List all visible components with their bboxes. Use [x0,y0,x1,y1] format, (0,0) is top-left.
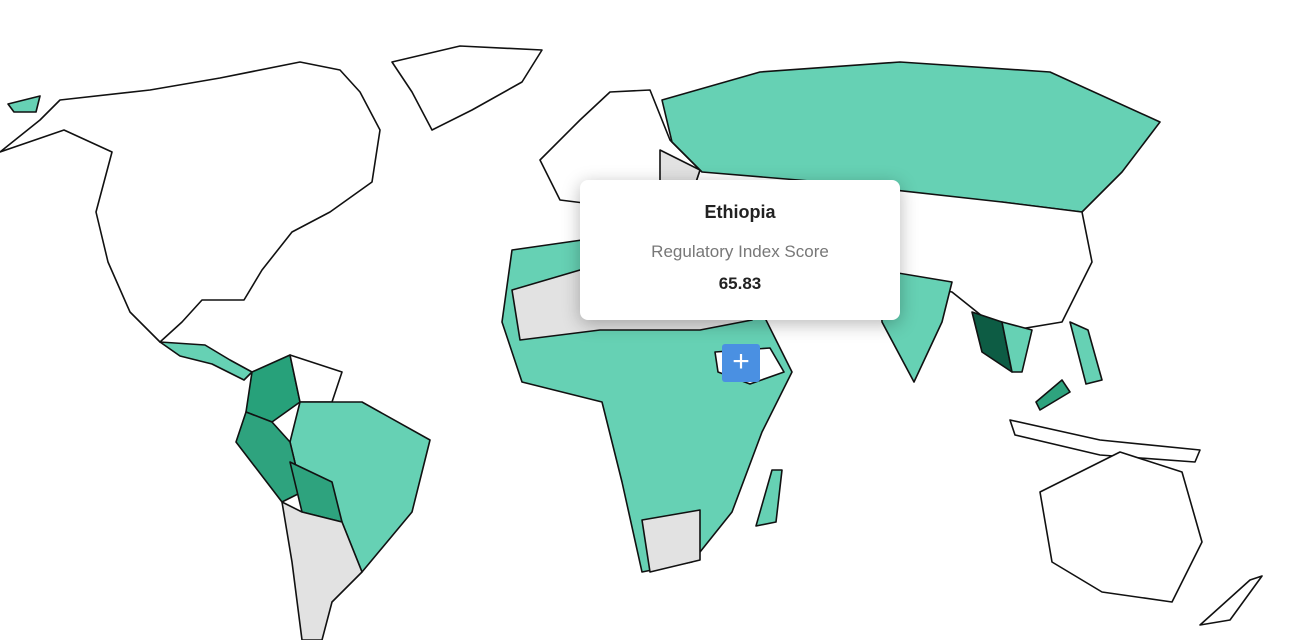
australia [1039,451,1203,603]
tooltip-metric: Regulatory Index Score [651,242,829,261]
venezuela [289,354,343,403]
tooltip: Ethiopia Regulatory Index Score 65.83 [580,180,900,320]
madagascar [755,469,783,527]
southern-africa [641,509,701,573]
new-zealand [1199,575,1263,626]
north-america [0,61,381,343]
southern-cone [281,501,363,640]
indonesia [1009,419,1201,463]
philippines [1069,321,1103,385]
mainland-se-asia [1001,321,1033,373]
central-america [159,341,253,381]
tooltip-value: 65.83 [718,274,762,293]
greenland [391,45,543,131]
tooltip-country: Ethiopia [704,202,776,222]
colombia [245,354,301,423]
alaska-island [7,95,41,113]
peru [235,411,303,503]
zoom-in-button[interactable]: + [722,344,760,382]
malaysia [1035,379,1071,411]
